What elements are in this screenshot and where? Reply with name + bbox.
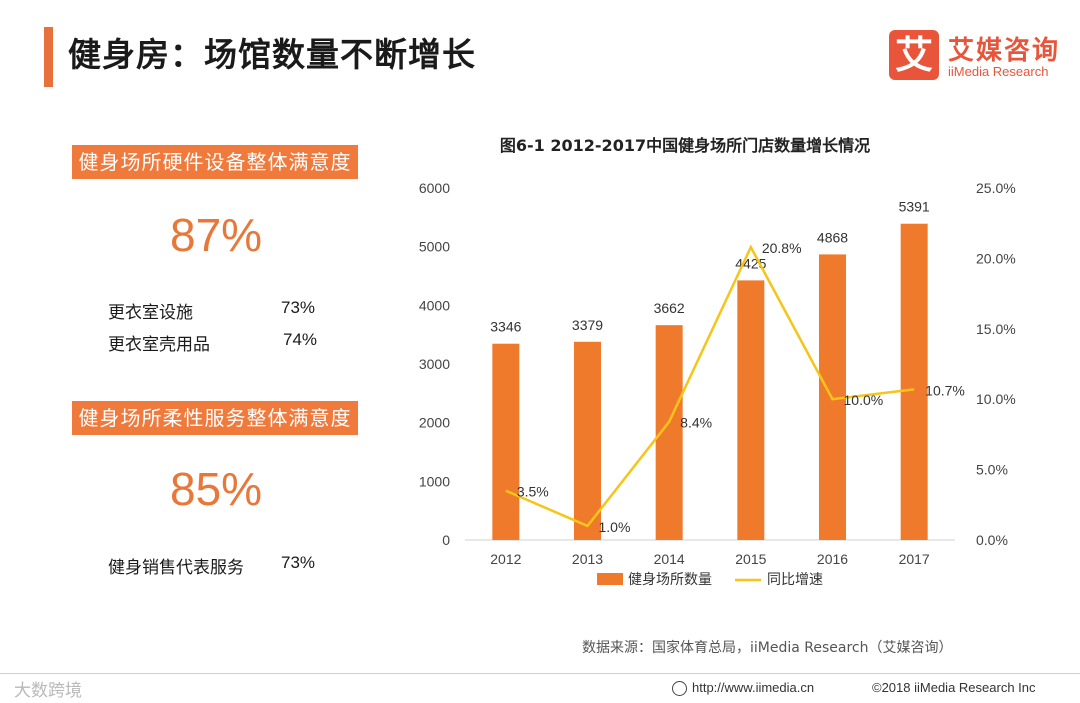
line-value-label: 3.5%	[517, 484, 549, 500]
data-source-note: 数据来源：国家体育总局，iiMedia Research（艾媒咨询）	[582, 640, 953, 656]
footer-divider	[0, 673, 1080, 674]
y-right-tick-label: 15.0%	[976, 321, 1016, 337]
y-left-tick-label: 3000	[419, 356, 450, 372]
x-tick-label: 2016	[817, 551, 848, 567]
y-left-tick-label: 0	[442, 532, 450, 548]
bar	[492, 343, 520, 540]
y-axis-left: 0 1000 2000 3000 4000 5000 6000	[419, 180, 955, 548]
bar	[737, 280, 765, 540]
line-value-label: 10.7%	[925, 382, 965, 398]
growth-line-series: 3.5% 1.0% 8.4% 20.8% 10.0% 10.7%	[505, 240, 965, 535]
iimedia-logo-icon: 艾	[889, 30, 939, 80]
logo-english-name: iiMedia Research	[948, 64, 1049, 79]
service-item-label: 健身销售代表服务	[108, 558, 244, 578]
legend-bar-label: 健身场所数量	[628, 572, 712, 588]
legend-bar-swatch	[597, 573, 623, 585]
y-left-tick-label: 4000	[419, 297, 450, 313]
y-right-tick-label: 25.0%	[976, 180, 1016, 196]
x-tick-label: 2013	[572, 551, 603, 567]
hardware-item-value: 74%	[283, 330, 318, 349]
footer-copyright: ©2018 iiMedia Research Inc	[872, 680, 1036, 695]
y-axis-right: 0.0% 5.0% 10.0% 15.0% 20.0% 25.0%	[976, 180, 1016, 548]
logo-chinese-name: 艾媒咨询	[948, 36, 1061, 66]
legend-line-label: 同比增速	[767, 572, 823, 588]
bar-value-label: 3662	[654, 300, 685, 316]
x-tick-label: 2012	[490, 551, 521, 567]
bar-value-label: 3379	[572, 317, 603, 333]
title-accent-bar	[44, 27, 53, 87]
hardware-satisfaction-badge: 健身场所硬件设备整体满意度	[72, 145, 358, 179]
bar-value-label: 4868	[817, 229, 848, 245]
y-left-tick-label: 5000	[419, 239, 450, 255]
hardware-item-label: 更衣室设施	[108, 303, 193, 323]
y-right-tick-label: 10.0%	[976, 391, 1016, 407]
y-left-tick-label: 2000	[419, 415, 450, 431]
line-value-label: 10.0%	[844, 392, 884, 408]
bar	[900, 223, 928, 540]
y-right-tick-label: 20.0%	[976, 250, 1016, 266]
hardware-satisfaction-percent: 87%	[170, 209, 263, 261]
line-value-label: 8.4%	[680, 415, 712, 431]
y-right-tick-label: 0.0%	[976, 532, 1008, 548]
bar-value-label: 5391	[899, 199, 930, 215]
x-tick-label: 2017	[899, 551, 930, 567]
service-item-value: 73%	[281, 553, 316, 572]
y-left-tick-label: 1000	[419, 473, 450, 489]
chart-title: 图6-1 2012-2017中国健身场所门店数量增长情况	[499, 136, 871, 155]
globe-icon	[672, 681, 687, 696]
growth-chart: 0 1000 2000 3000 4000 5000 6000 0.0% 5.0% 10.0% 1…	[419, 180, 1016, 588]
y-left-tick-label: 6000	[419, 180, 450, 196]
service-satisfaction-badge: 健身场所柔性服务整体满意度	[72, 401, 358, 435]
page-title: 健身房：场馆数量不断增长	[68, 35, 476, 74]
y-right-tick-label: 5.0%	[976, 462, 1008, 478]
bar-series	[492, 223, 928, 540]
line-value-label: 1.0%	[599, 519, 631, 535]
line-value-label: 20.8%	[762, 240, 802, 256]
chart-legend: 健身场所数量 同比增速	[597, 572, 823, 588]
bar	[574, 341, 601, 540]
growth-line	[505, 244, 915, 528]
x-tick-label: 2014	[654, 551, 685, 567]
x-tick-label: 2015	[735, 551, 766, 567]
x-axis-labels: 2012 2013 2014 2015 2016 2017	[490, 551, 930, 567]
hardware-item-value: 73%	[281, 298, 316, 317]
footer-url-link[interactable]: http://www.iimedia.cn	[692, 680, 815, 695]
watermark-mark: 大数跨境	[14, 681, 82, 701]
hardware-item-label: 更衣室壳用品	[108, 335, 210, 355]
service-satisfaction-percent: 85%	[170, 463, 263, 515]
bar-value-label: 3346	[490, 319, 521, 335]
